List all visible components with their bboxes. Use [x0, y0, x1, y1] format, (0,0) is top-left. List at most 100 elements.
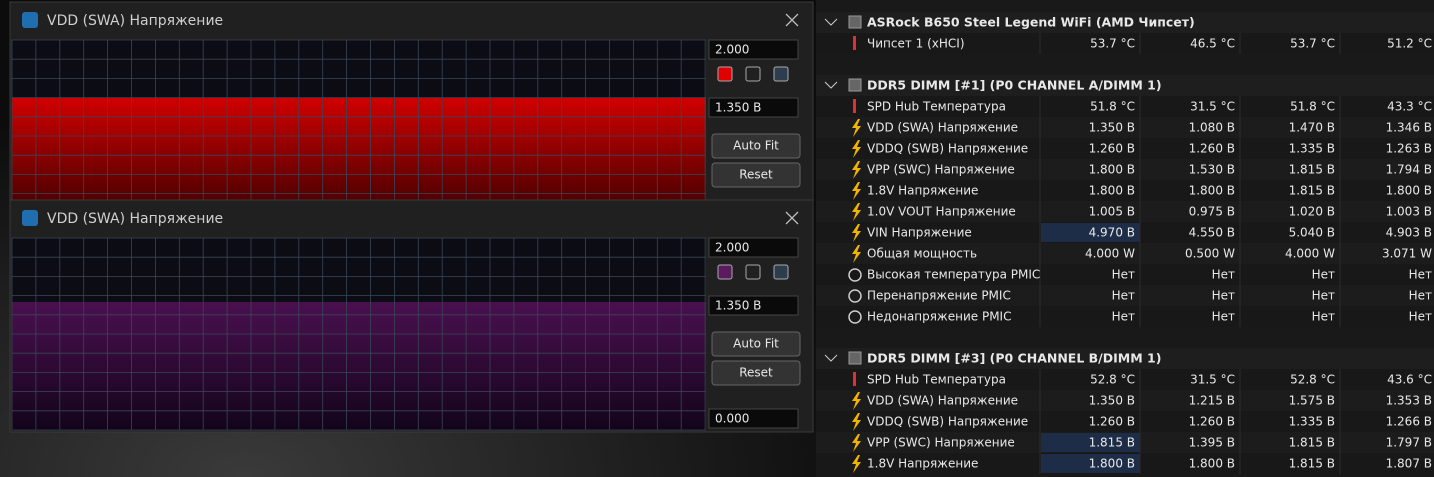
sensor-value: 1.815 В	[1289, 457, 1335, 471]
sensor-value: Нет	[1409, 268, 1432, 282]
sensor-value: 51.8 °C	[1290, 100, 1335, 114]
sensor-value: 3.071 W	[1382, 247, 1432, 261]
auto-fit-button[interactable]	[711, 331, 801, 357]
sensor-name: Высокая температура PMIC	[867, 268, 1040, 282]
sensor-value: 1.263 В	[1386, 142, 1432, 156]
sensor-value: 43.3 °C	[1387, 100, 1432, 114]
sensor-value: 1.260 В	[1189, 142, 1235, 156]
window-title: VDD (SWA) Напряжение	[47, 211, 223, 227]
sensor-value: Нет	[1312, 268, 1335, 282]
sensor-value: 1.260 В	[1089, 142, 1135, 156]
color-swatch[interactable]	[717, 264, 733, 280]
highlight-cell	[1041, 454, 1140, 473]
auto-fit-button[interactable]	[711, 133, 801, 159]
sensor-value: 1.335 В	[1289, 142, 1335, 156]
sensor-value: 1.575 В	[1289, 394, 1335, 408]
group-name: DDR5 DIMM [#3] (P0 CHANNEL B/DIMM 1)	[867, 351, 1161, 366]
expand-toggle[interactable]	[824, 18, 838, 26]
group-name: ASRock B650 Steel Legend WiFi (AMD Чипсе…	[867, 15, 1195, 30]
close-button[interactable]	[785, 211, 799, 225]
group-row	[816, 12, 1434, 33]
sensor-row	[816, 117, 1434, 138]
sensor-value: 4.000 W	[1085, 247, 1135, 261]
sensor-value: 1.800 В	[1386, 184, 1432, 198]
sensor-row	[816, 159, 1434, 180]
sensor-value: 1.003 В	[1386, 205, 1432, 219]
sensor-value: 52.8 °C	[1090, 373, 1135, 387]
expand-toggle[interactable]	[824, 354, 838, 362]
sensor-table: ASRock B650 Steel Legend WiFi (AMD Чипсе…	[816, 12, 1434, 474]
expand-toggle[interactable]	[824, 81, 838, 89]
sensor-value: 1.800 В	[1089, 163, 1135, 177]
sensor-value: 1.815 В	[1289, 436, 1335, 450]
sensor-value: 1.080 В	[1189, 121, 1235, 135]
value-text: 2.000	[715, 241, 749, 255]
sensor-value: 31.5 °C	[1190, 373, 1235, 387]
sensor-value: Нет	[1212, 268, 1235, 282]
sensor-value: Нет	[1312, 289, 1335, 303]
sensor-value: Нет	[1212, 289, 1235, 303]
sensor-name: VDDQ (SWB) Напряжение	[867, 142, 1028, 156]
color-swatch[interactable]	[717, 66, 733, 82]
spacer-row	[816, 327, 1434, 348]
sensor-value: Нет	[1409, 289, 1432, 303]
color-swatch[interactable]	[745, 66, 761, 82]
sensor-name: VDD (SWA) Напряжение	[867, 394, 1018, 408]
volt-icon	[852, 413, 861, 431]
reset-button[interactable]	[711, 360, 801, 386]
volt-icon	[852, 455, 861, 473]
clock-icon	[848, 268, 862, 282]
value-box	[708, 408, 799, 429]
sensor-value: 1.215 В	[1189, 394, 1235, 408]
sensor-name: VPP (SWC) Напряжение	[867, 163, 1015, 177]
sensor-name: Общая мощность	[867, 247, 977, 261]
sensor-value: 1.350 В	[1089, 394, 1135, 408]
sensor-value: 1.260 В	[1089, 415, 1135, 429]
value-box	[708, 97, 799, 118]
reset-button-label: Reset	[739, 366, 773, 380]
sensor-value: 4.903 В	[1386, 226, 1432, 240]
color-swatch[interactable]	[773, 66, 789, 82]
sensor-value: Нет	[1312, 310, 1335, 324]
sensor-value: Нет	[1112, 289, 1135, 303]
reset-button-label: Reset	[739, 168, 773, 182]
sensor-row	[816, 138, 1434, 159]
chip-icon	[848, 351, 862, 365]
temp-icon	[853, 372, 856, 386]
sensor-value: 1.470 В	[1289, 121, 1335, 135]
sensor-value: 1.815 В	[1289, 184, 1335, 198]
color-swatch[interactable]	[745, 264, 761, 280]
sensor-value: 0.975 В	[1189, 205, 1235, 219]
sensor-row	[816, 411, 1434, 432]
sensor-name: SPD Hub Температура	[867, 373, 1006, 387]
sensor-value: 0.500 W	[1185, 247, 1235, 261]
value-text: 0.000	[715, 412, 749, 426]
volt-icon	[852, 392, 861, 410]
temp-icon	[853, 36, 856, 50]
sensor-row	[816, 243, 1434, 264]
reset-button[interactable]	[711, 162, 801, 188]
sensor-value: 5.040 В	[1289, 226, 1335, 240]
graph-windows: VDD (SWA) Напряжение 2.000 1.350 В Auto Fit…	[9, 1, 814, 433]
sensor-value: 4.550 В	[1189, 226, 1235, 240]
clock-icon	[848, 310, 862, 324]
value-box	[708, 237, 799, 258]
sensor-name: 1.8V Напряжение	[867, 184, 978, 198]
sensor-name: VDDQ (SWB) Напряжение	[867, 415, 1028, 429]
group-row	[816, 348, 1434, 369]
sensor-row	[816, 369, 1434, 390]
sensor-value: 1.800 В	[1189, 457, 1235, 471]
sensor-name: Недонапряжение PMIC	[867, 310, 1011, 324]
sensor-value: 51.2 °C	[1387, 37, 1432, 51]
sensor-value: 1.807 В	[1386, 457, 1432, 471]
sensor-value: 52.8 °C	[1290, 373, 1335, 387]
close-button[interactable]	[785, 13, 799, 27]
highlight-cell	[1041, 433, 1140, 452]
value-text: 1.350 В	[715, 299, 761, 313]
color-swatch[interactable]	[773, 264, 789, 280]
sensor-row	[816, 180, 1434, 201]
graph-window: VDD (SWA) Напряжение 2.000 1.350 В Auto Fit…	[9, 199, 814, 433]
sensor-row	[816, 201, 1434, 222]
sensor-value: Нет	[1112, 310, 1135, 324]
